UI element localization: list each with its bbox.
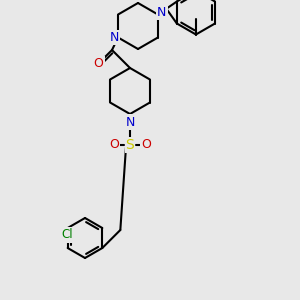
Text: N: N [110, 31, 119, 44]
Text: N: N [125, 116, 135, 128]
Text: O: O [109, 139, 119, 152]
Text: O: O [94, 57, 103, 70]
Text: Cl: Cl [62, 229, 74, 242]
Text: S: S [126, 138, 134, 152]
Text: N: N [157, 6, 167, 19]
Text: O: O [141, 139, 151, 152]
